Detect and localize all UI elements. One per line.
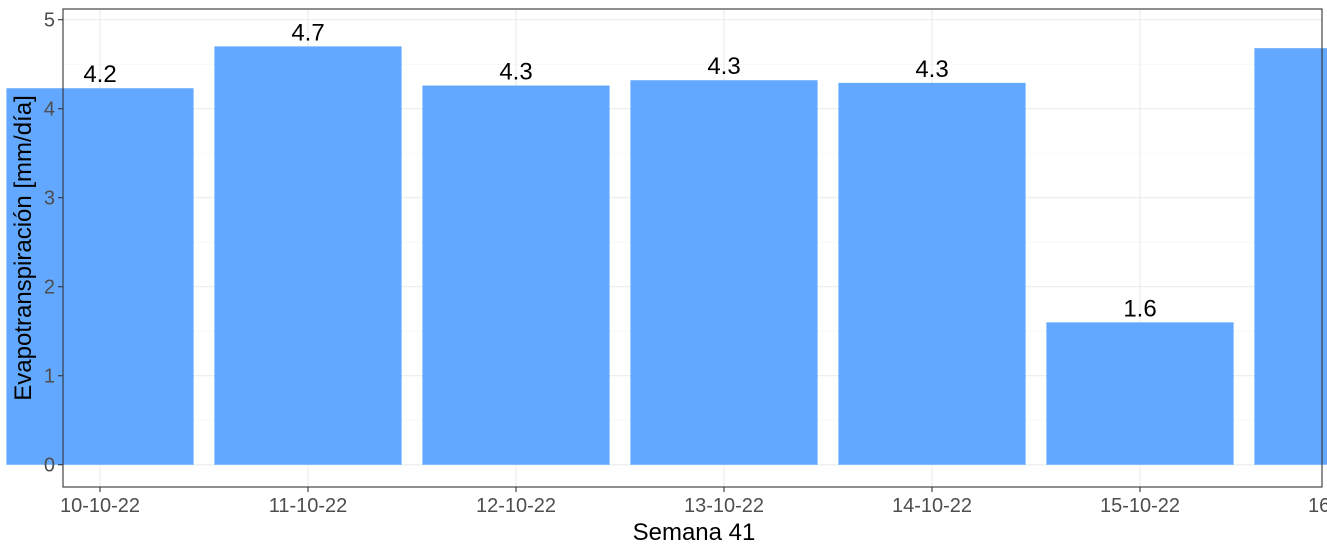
y-axis: 0 1 2 3 4 5 [44,10,63,477]
x-axis-title: Semana 41 [633,519,756,546]
x-tick-label: 15-10-22 [1100,495,1180,517]
plot-panel-border [62,8,1323,488]
bar [1046,322,1234,465]
y-tick-label: 4 [44,99,55,121]
bar-value-label: 1.6 [1123,295,1156,322]
bar-value-label: 4.3 [707,53,740,80]
bars [6,46,1327,465]
x-tick-label: 13-10-22 [684,495,764,517]
y-tick-label: 5 [44,10,55,32]
bar [6,88,194,465]
bar [214,46,402,465]
bar [1254,48,1327,465]
x-tick-label: 16-10-22 [1308,495,1327,517]
x-tick-label: 14-10-22 [892,495,972,517]
x-axis: 10-10-22 11-10-22 12-10-22 13-10-22 14-10-22… [60,487,1327,517]
x-tick-label: 11-10-22 [269,495,348,517]
y-axis-title: Evapotranspiración [mm/día] [10,95,37,400]
y-tick-label: 0 [44,455,55,477]
x-tick-label: 12-10-22 [476,495,556,517]
bar-value-label: 4.2 [83,61,116,88]
bar-value-label: 4.3 [915,56,948,83]
bar [422,85,610,465]
x-tick-label: 10-10-22 [60,495,140,517]
bar-value-label: 4.7 [291,19,324,46]
data-labels: 4.24.74.34.34.31.64.7 [83,19,1156,322]
bar-value-label: 4.3 [499,59,532,86]
bar [838,82,1026,465]
y-tick-label: 2 [44,277,55,299]
bar [630,80,818,465]
y-tick-label: 1 [44,366,55,388]
y-tick-label: 3 [44,188,55,210]
